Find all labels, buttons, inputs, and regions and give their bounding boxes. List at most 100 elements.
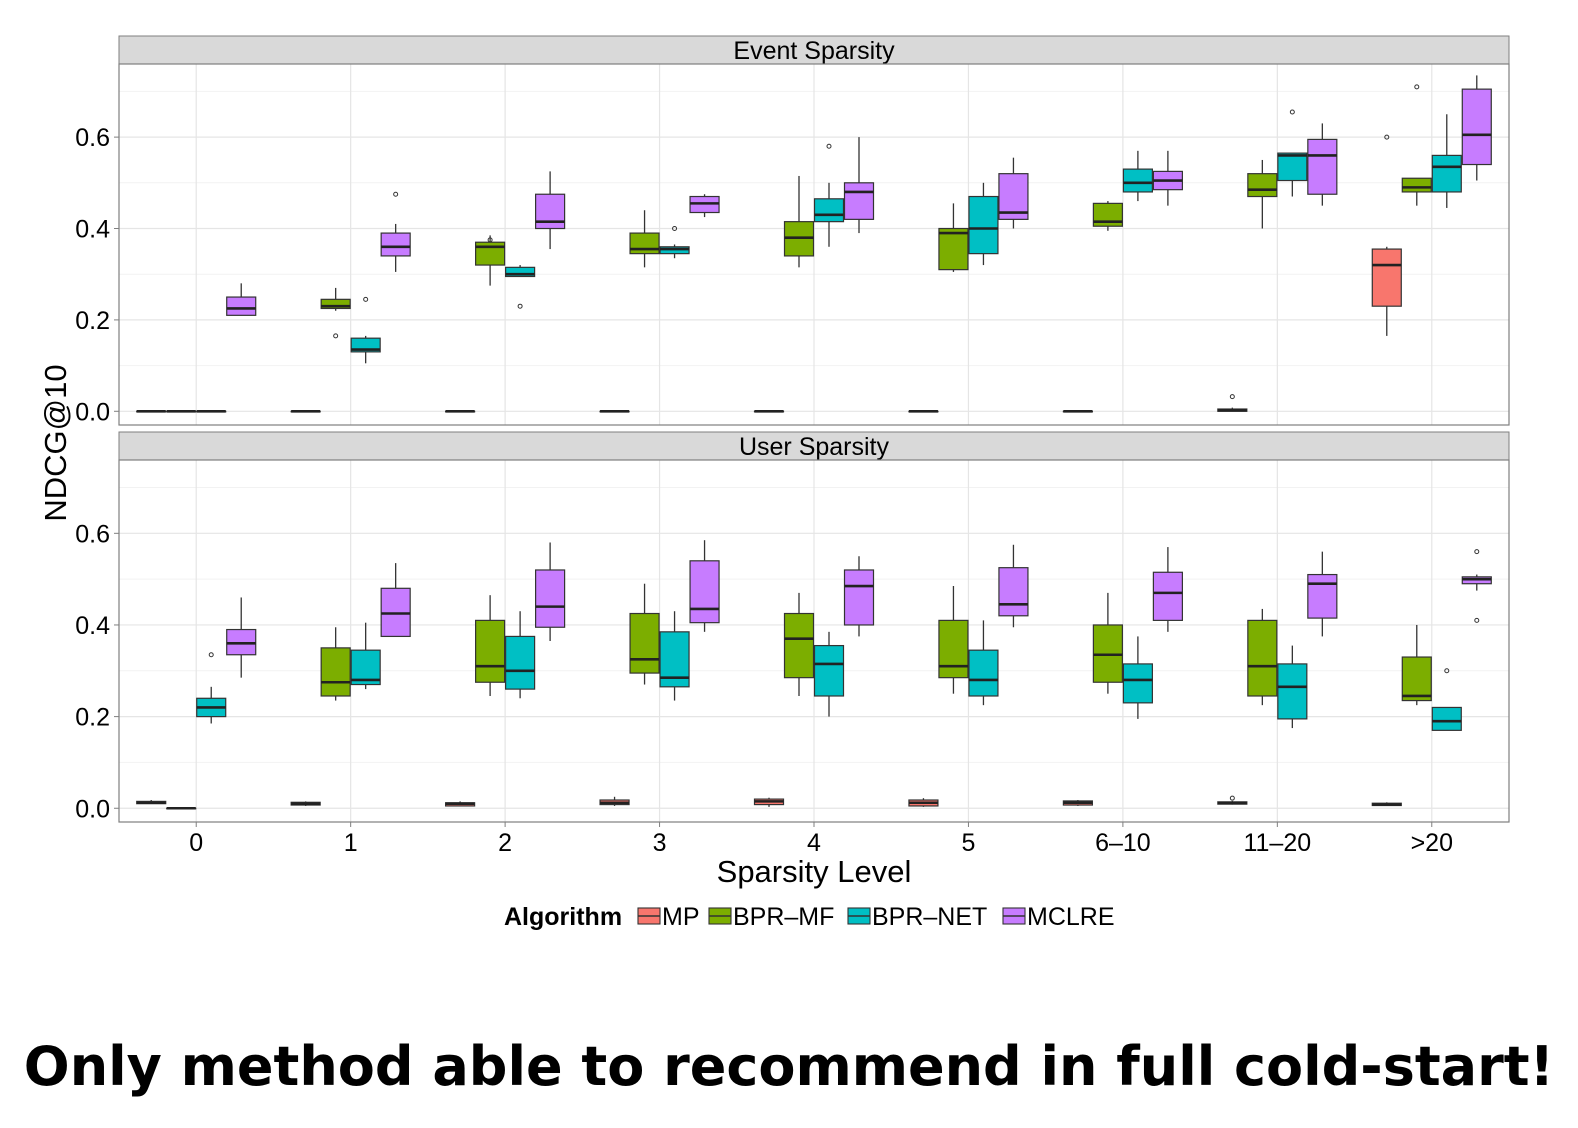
box-bprnet-3	[659, 226, 690, 259]
box-body	[1277, 152, 1308, 182]
outlier-point	[333, 333, 339, 339]
box-body	[1122, 168, 1153, 193]
x-tick-label: 2	[498, 829, 512, 857]
box-mclre-2	[535, 542, 566, 641]
panel-border	[118, 63, 1510, 426]
box-mclre-4	[843, 556, 875, 637]
box-mp-3	[599, 409, 630, 413]
box-mclre-5	[998, 544, 1029, 628]
outlier-point	[1289, 109, 1295, 115]
box-body	[535, 569, 566, 628]
box-bprmf-11–20	[1247, 159, 1278, 229]
box-mp-11–20	[1217, 795, 1248, 805]
box-body	[813, 644, 845, 697]
box-bprnet-1	[350, 622, 381, 690]
box-body	[1307, 573, 1338, 619]
box-bprmf->20	[1401, 84, 1432, 206]
box-mclre-0	[226, 283, 257, 316]
outlier-point	[1474, 549, 1480, 555]
box-mclre-6–10	[1152, 150, 1183, 206]
box-body	[1401, 656, 1432, 702]
box-body	[1152, 571, 1183, 621]
outlier-point	[363, 296, 369, 302]
box-body	[475, 619, 506, 683]
box-body	[813, 198, 845, 223]
box-bprnet-5	[968, 620, 999, 706]
box-mclre->20	[1461, 75, 1492, 181]
outlier-point	[517, 303, 523, 309]
box-body	[535, 193, 566, 230]
box-mp-11–20	[1217, 394, 1248, 412]
box-body	[968, 195, 999, 255]
panel-strip	[118, 35, 1510, 65]
box-bprnet-0	[196, 409, 227, 413]
box-mclre-2	[535, 171, 566, 250]
box-mclre-11–20	[1307, 551, 1338, 637]
x-tick-label: 4	[807, 829, 821, 857]
box-bprmf-3	[629, 583, 660, 685]
box-body	[843, 182, 875, 220]
box-mp-0	[136, 800, 167, 805]
box-bprnet-11–20	[1277, 645, 1308, 729]
box-mclre-1	[380, 563, 411, 638]
box-bprmf-5	[938, 586, 969, 694]
y-axis-title: NDCG@10	[38, 364, 73, 521]
panel-strip	[118, 431, 1510, 461]
x-tick-label: 11–20	[1243, 829, 1311, 857]
box-body	[689, 560, 720, 624]
y-tick-label: 0.6	[75, 520, 110, 548]
box-body	[1371, 248, 1402, 307]
box-mclre-0	[226, 597, 257, 678]
y-tick-label: 0.0	[75, 795, 110, 823]
legend-label: BPR–MF	[733, 903, 834, 931]
box-body	[380, 232, 411, 257]
box-body	[320, 647, 351, 697]
x-tick-label: 1	[344, 829, 358, 857]
y-tick-label: 0.0	[75, 398, 110, 426]
box-mp-1	[290, 409, 321, 413]
box-bprnet->20	[1431, 114, 1462, 208]
boxplot-chart: Event Sparsity 0.0 0.2 0.4 0.6 User Sparsity 0…	[38, 35, 1510, 931]
legend-label: BPR–NET	[872, 903, 987, 931]
box-mp-4	[753, 797, 785, 807]
box-mp->20	[1371, 134, 1402, 336]
box-mclre-5	[998, 157, 1029, 229]
outlier-point	[1384, 134, 1390, 140]
box-body	[843, 569, 875, 626]
box-body	[938, 227, 969, 271]
box-mp-4	[753, 409, 785, 413]
y-tick-label: 0.4	[75, 216, 110, 244]
box-mp-2	[445, 801, 476, 807]
box-bprmf-11–20	[1247, 608, 1278, 706]
box-bprnet-6–10	[1122, 150, 1153, 202]
x-tick-label: 3	[653, 829, 667, 857]
box-body	[968, 649, 999, 697]
box-bprmf-0	[166, 806, 197, 810]
box-bprnet-11–20	[1277, 109, 1308, 197]
box-body	[783, 612, 815, 679]
box-body	[1307, 138, 1338, 195]
box-body	[320, 298, 351, 310]
box-bprmf->20	[1401, 624, 1432, 706]
box-body	[1431, 154, 1462, 193]
outlier-point	[487, 237, 493, 243]
box-mclre-4	[843, 137, 875, 234]
box-mp-3	[599, 796, 630, 806]
box-body	[1247, 619, 1278, 697]
legend-label: MCLRE	[1027, 903, 1115, 931]
box-mclre-3	[689, 540, 720, 632]
box-bprnet-3	[659, 611, 690, 701]
box-bprmf-0	[166, 409, 197, 413]
legend-item-mclre: MCLRE	[1002, 903, 1115, 931]
box-bprmf-6–10	[1092, 592, 1123, 694]
box-bprmf-1	[320, 627, 351, 701]
box-body	[1431, 706, 1462, 731]
box-bprnet-1	[350, 296, 381, 364]
x-tick-label: 6–10	[1095, 829, 1151, 857]
y-tick-label: 0.4	[75, 612, 110, 640]
box-bprnet-5	[968, 182, 999, 266]
box-bprmf-2	[475, 235, 506, 286]
box-mp-5	[908, 409, 939, 413]
box-mp->20	[1371, 802, 1402, 807]
box-bprnet-2	[505, 265, 536, 309]
